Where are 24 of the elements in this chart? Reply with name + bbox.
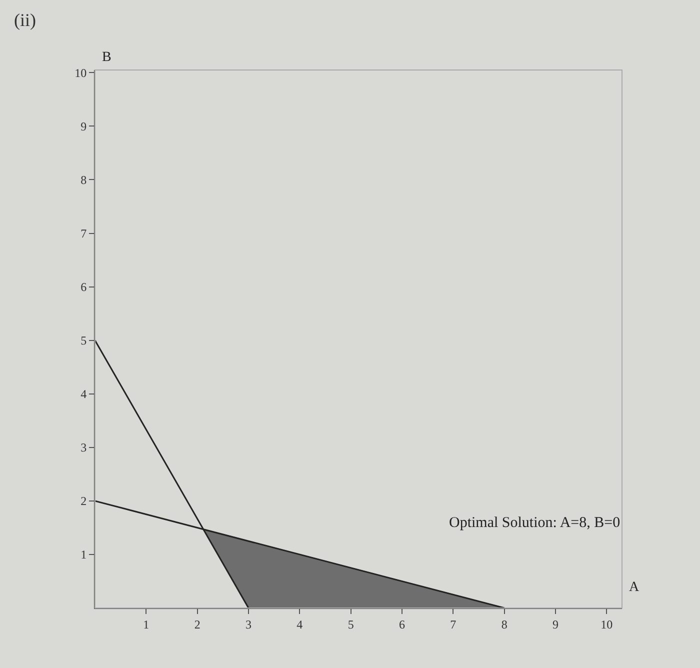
x-tick-label: 1 (143, 617, 150, 632)
y-tick-label: 5 (80, 334, 87, 348)
y-tick-label: 4 (80, 387, 87, 402)
y-tick-label: 10 (74, 66, 87, 80)
x-tick-label: 6 (398, 617, 405, 632)
y-tick-label: 6 (80, 280, 87, 294)
y-tick-label: 7 (80, 226, 87, 240)
annotation: Optimal Solution: A=8, B=0 (449, 515, 620, 531)
x-tick-label: 9 (552, 617, 558, 632)
x-axis-title: A (629, 580, 640, 595)
y-tick-label: 9 (80, 119, 87, 134)
x-tick-label: 7 (450, 617, 456, 632)
x-tick-label: 4 (296, 617, 303, 632)
y-tick-label: 3 (80, 440, 87, 455)
x-tick-label: 2 (194, 617, 200, 632)
chart-title: (ii) (14, 10, 36, 30)
x-tick-label: 3 (246, 617, 252, 632)
y-tick-label: 1 (80, 548, 87, 562)
y-axis-title: B (102, 50, 112, 65)
y-tick-label: 2 (80, 494, 87, 508)
x-tick-label: 10 (600, 617, 613, 632)
x-tick-label: 8 (501, 617, 508, 632)
y-tick-label: 8 (80, 172, 87, 187)
x-tick-label: 5 (348, 617, 354, 632)
